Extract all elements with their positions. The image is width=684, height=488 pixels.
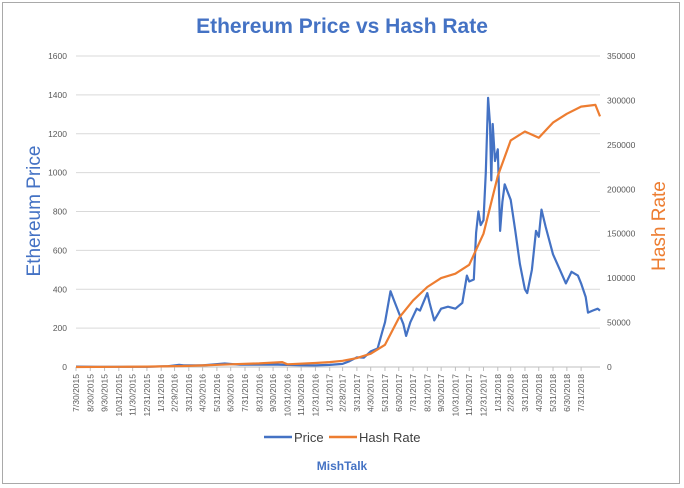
y-tick-left: 1000: [48, 168, 67, 178]
y-axis-title-left: Ethereum Price: [24, 146, 45, 277]
y-tick-left: 1600: [48, 51, 67, 61]
x-tick-label: 10/31/2017: [450, 374, 460, 417]
x-tick-label: 4/30/2016: [198, 374, 208, 412]
y-tick-right: 200000: [607, 184, 636, 194]
x-tick-label: 2/29/2016: [170, 374, 180, 412]
x-tick-label: 7/30/2015: [71, 374, 81, 412]
x-axis: 7/30/2015 8/30/2015 9/30/2015 10/31/2015 11/…: [71, 367, 586, 417]
x-tick-label: 11/30/2017: [464, 374, 474, 416]
x-tick-label: 8/30/2015: [85, 374, 95, 412]
x-tick-label: 9/30/2017: [436, 374, 446, 412]
x-tick-label: 8/31/2016: [254, 374, 264, 412]
gridlines: [76, 55, 600, 368]
series-line-hash-rate: [75, 103, 602, 369]
y-tick-left: 600: [53, 245, 67, 255]
x-tick-label: 4/30/2018: [534, 374, 544, 412]
x-tick-label: 7/31/2017: [408, 374, 418, 412]
x-tick-label: 1/31/2018: [493, 374, 503, 412]
x-tick-label: 2/28/2018: [506, 374, 516, 412]
x-tick-label: 12/31/2015: [142, 374, 152, 417]
x-tick-label: 6/30/2016: [226, 374, 236, 412]
x-tick-label: 12/31/2016: [310, 374, 320, 417]
y-tick-right: 150000: [607, 229, 636, 239]
x-tick-label: 1/31/2017: [325, 374, 335, 412]
legend-label-hash-rate: Hash Rate: [359, 430, 420, 445]
legend-label-price: Price: [294, 430, 324, 445]
y-tick-left: 400: [53, 284, 67, 294]
x-tick-label: 9/30/2016: [268, 374, 278, 412]
y-tick-left: 1400: [48, 90, 67, 100]
legend: Price Hash Rate: [264, 430, 420, 445]
x-tick-label: 6/30/2017: [394, 374, 404, 412]
x-tick-label: 10/31/2016: [282, 374, 292, 417]
x-tick-label: 5/31/2016: [212, 374, 222, 412]
x-tick-label: 12/31/2017: [479, 374, 489, 417]
x-tick-label: 8/31/2017: [422, 374, 432, 412]
x-tick-label: 3/31/2016: [184, 374, 194, 412]
y-tick-left: 800: [53, 207, 67, 217]
y-tick-right: 300000: [607, 95, 636, 105]
source-label: MishTalk: [317, 459, 368, 473]
y-tick-left: 1200: [48, 129, 67, 139]
x-tick-label: 3/31/2017: [352, 374, 362, 412]
y-tick-right: 50000: [607, 318, 631, 328]
y-tick-right: 0: [607, 362, 612, 372]
y-axis-right: 0 50000 100000 150000 200000 250000 300000 3500…: [607, 51, 636, 372]
x-tick-label: 2/28/2017: [338, 374, 348, 412]
y-axis-left: 0 200 400 600 800 1000 1200 1400 1600: [48, 51, 67, 372]
y-tick-right: 350000: [607, 51, 636, 61]
series-lines: [75, 96, 602, 369]
chart-title: Ethereum Price vs Hash Rate: [196, 15, 488, 38]
x-tick-label: 1/31/2016: [156, 374, 166, 412]
y-tick-left: 200: [53, 323, 67, 333]
y-tick-left: 0: [62, 362, 67, 372]
y-axis-title-right: Hash Rate: [649, 181, 670, 271]
x-tick-label: 11/30/2016: [296, 374, 306, 416]
x-tick-label: 3/31/2018: [520, 374, 530, 412]
x-tick-label: 11/30/2015: [128, 374, 138, 416]
x-tick-label: 5/31/2018: [548, 374, 558, 412]
x-tick-label: 6/30/2018: [562, 374, 572, 412]
x-tick-label: 10/31/2015: [114, 374, 124, 417]
y-tick-right: 100000: [607, 273, 636, 283]
x-tick-label: 7/31/2018: [576, 374, 586, 412]
x-tick-label: 4/30/2017: [366, 374, 376, 412]
y-tick-right: 250000: [607, 140, 636, 150]
chart-frame: [2, 2, 680, 484]
x-tick-label: 5/31/2017: [380, 374, 390, 412]
x-tick-label: 9/30/2015: [100, 374, 110, 412]
x-tick-label: 7/31/2016: [240, 374, 250, 412]
series-line-price: [75, 96, 601, 368]
